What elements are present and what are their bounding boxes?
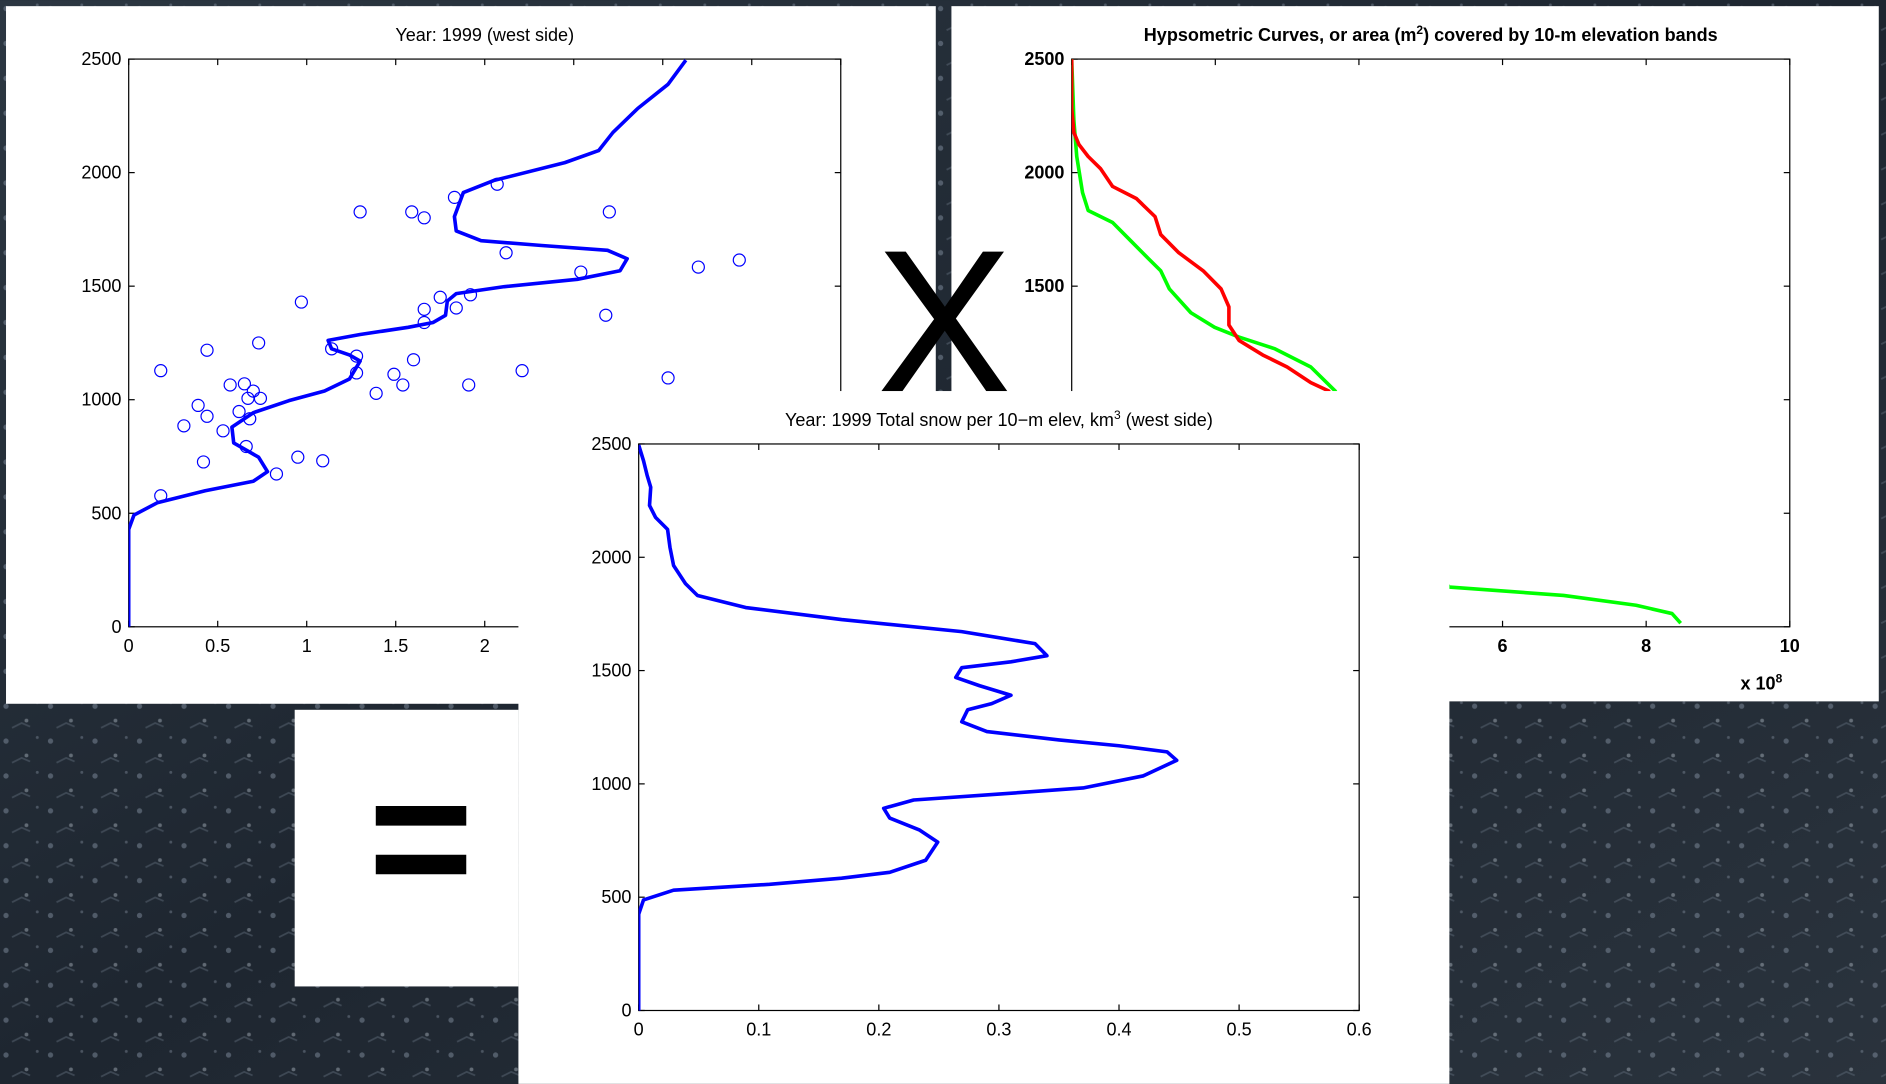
y-tick-label: 2000 — [81, 163, 121, 183]
y-tick-label: 2500 — [81, 49, 121, 69]
y-tick-label: 0 — [111, 617, 121, 637]
x-tick-label: 0.1 — [746, 1020, 771, 1040]
x-multiplier-base: x 10 — [1740, 673, 1775, 693]
y-tick-label: 0 — [621, 1001, 631, 1021]
x-tick-label: 0.5 — [205, 636, 230, 656]
y-tick-label: 2500 — [1024, 49, 1064, 69]
x-tick-label: 0.4 — [1106, 1020, 1131, 1040]
x-tick-label: 0.5 — [1227, 1020, 1252, 1040]
x-tick-label: 0 — [634, 1020, 644, 1040]
title-part: ) covered by 10-m elevation bands — [1423, 25, 1718, 45]
x-tick-label: 8 — [1641, 636, 1651, 656]
chart-title: Year: 1999 Total snow per 10−m elev, km3… — [785, 408, 1213, 430]
chart-title: Year: 1999 (west side) — [395, 25, 574, 45]
x-tick-label: 0.2 — [866, 1020, 891, 1040]
x-tick-label: 0 — [124, 636, 134, 656]
x-tick-label: 0.6 — [1347, 1020, 1372, 1040]
chart-title: Hypsometric Curves, or area (m2) covered… — [1144, 23, 1718, 45]
y-tick-label: 500 — [601, 887, 631, 907]
title-part: Year: 1999 Total snow per 10−m elev, km — [785, 410, 1114, 430]
y-tick-label: 1000 — [591, 774, 631, 794]
chart-panel — [518, 391, 1449, 1084]
title-part: Hypsometric Curves, or area (m — [1144, 25, 1417, 45]
x-tick-label: 1.5 — [383, 636, 408, 656]
y-tick-label: 1500 — [1024, 276, 1064, 296]
y-tick-label: 2000 — [1024, 163, 1064, 183]
y-tick-label: 2000 — [591, 547, 631, 567]
x-tick-label: 0.3 — [986, 1020, 1011, 1040]
equals-box: = — [295, 710, 519, 987]
x-tick-label: 10 — [1780, 636, 1800, 656]
y-tick-label: 1500 — [81, 276, 121, 296]
slide: 00.511.522.533.5405001000150020002500Yea… — [0, 0, 1886, 1084]
page: {"operators":{"times":"X","equals":"="},… — [0, 0, 1886, 1084]
y-tick-label: 1500 — [591, 661, 631, 681]
x-multiplier-exponent: 8 — [1776, 671, 1783, 685]
y-tick-label: 2500 — [591, 434, 631, 454]
x-tick-label: 2 — [480, 636, 490, 656]
y-tick-label: 1000 — [81, 390, 121, 410]
x-tick-label: 1 — [302, 636, 312, 656]
equals-sign: = — [368, 738, 473, 939]
chart-total-snow: 0 0.1 0.2 0.3 0.4 0.5 0.6 0 500 1000 1500 2000 2500 Y… — [518, 391, 1449, 1084]
x-tick-label: 6 — [1498, 636, 1508, 656]
title-part: (west side) — [1121, 410, 1213, 430]
y-tick-label: 500 — [91, 503, 121, 523]
